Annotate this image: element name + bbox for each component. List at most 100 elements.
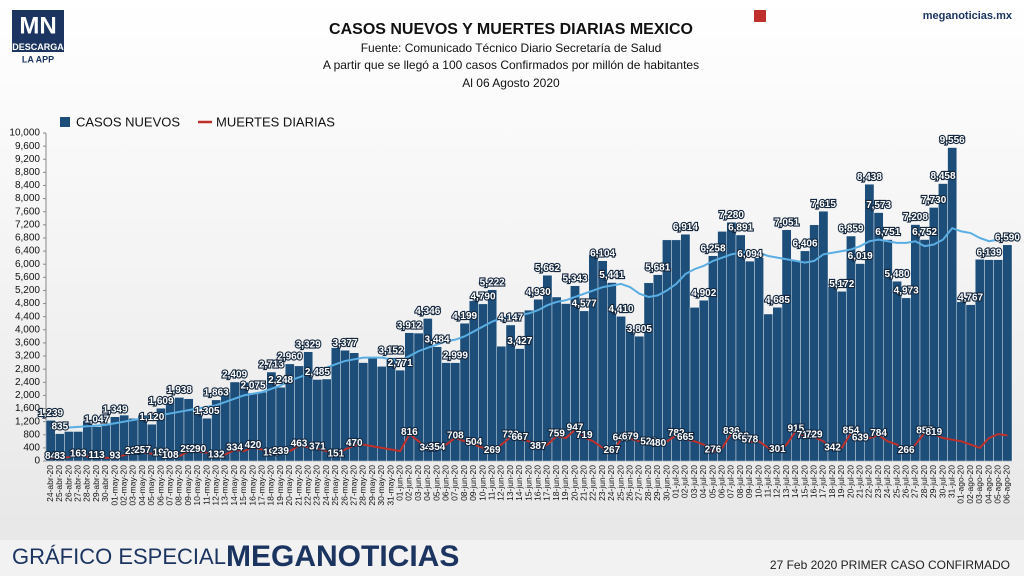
x-tick-label: 10-jun-20: [477, 465, 487, 501]
x-tick-label: 29-jun-20: [652, 465, 662, 501]
download: DESCARGA: [12, 42, 64, 52]
y-tick-label: 2,800: [15, 364, 40, 375]
download-box: [12, 42, 64, 52]
bar: [873, 212, 884, 462]
data-label: 236: [125, 446, 142, 457]
data-label: 239: [272, 446, 289, 457]
x-tick-label: 29-abr-20: [91, 465, 101, 502]
data-label: 668: [732, 432, 749, 443]
x-tick-label: 05-jul-20: [707, 465, 717, 498]
bar: [1002, 244, 1013, 462]
x-tick-label: 07-jun-20: [450, 465, 460, 501]
bar: [450, 362, 461, 462]
x-tick-label: 05-may-20: [146, 465, 156, 506]
x-tick-label: 25-jul-20: [891, 465, 901, 498]
footer-brand: MEGANOTICIAS: [226, 540, 459, 573]
x-tick-label: 30-abr-20: [100, 465, 110, 502]
data-label: 290: [189, 444, 206, 455]
data-label: 371: [309, 441, 326, 452]
data-label: 504: [465, 437, 482, 448]
x-tick-label: 16-jun-20: [532, 465, 542, 501]
x-tick-label: 22-jun-20: [588, 465, 598, 501]
bar: [699, 300, 709, 462]
x-tick-label: 25-jun-20: [615, 465, 625, 501]
x-tick-label: 28-jun-20: [643, 465, 653, 501]
bar: [984, 259, 994, 462]
data-label: 665: [677, 432, 694, 443]
bar: [901, 297, 911, 462]
y-tick-label: 6,400: [15, 246, 40, 257]
data-label: 163: [70, 448, 87, 459]
y-tick-label: 5,200: [15, 285, 40, 296]
y-tick-label: 4,400: [15, 311, 40, 322]
x-tick-label: 30-may-20: [376, 465, 386, 506]
x-tick-label: 27-jun-20: [634, 465, 644, 501]
bar: [515, 348, 525, 462]
data-label: 6,019: [848, 251, 873, 262]
data-label: 857: [916, 426, 933, 437]
x-tick-label: 24-may-20: [321, 465, 331, 506]
data-label: 5,222: [480, 277, 505, 288]
bar: [975, 259, 985, 462]
data-label: 6,590: [995, 232, 1020, 243]
x-tick-label: 18-jun-20: [551, 465, 561, 501]
data-label: 4,346: [415, 306, 440, 317]
data-label: 266: [898, 445, 915, 456]
data-label: 679: [622, 431, 639, 442]
data-label: 6,752: [912, 227, 937, 238]
bar: [763, 313, 773, 462]
data-label: 1,120: [139, 412, 164, 423]
x-tick-label: 26-may-20: [339, 465, 349, 506]
data-label: 8,458: [930, 171, 955, 182]
x-tick-label: 13-jul-20: [781, 465, 791, 498]
x-tick-label: 10-jul-20: [753, 465, 763, 498]
data-label: 190: [263, 447, 280, 458]
data-label: 6,891: [728, 223, 753, 234]
x-tick-label: 04-jul-20: [698, 465, 708, 498]
data-label: 463: [291, 438, 308, 449]
data-label: 2,485: [305, 367, 330, 378]
data-label: 523: [640, 436, 657, 447]
data-label: 3,805: [627, 324, 652, 335]
data-label: 7,573: [866, 200, 891, 211]
x-tick-label: 23-may-20: [312, 465, 322, 506]
data-label: 4,973: [894, 286, 919, 297]
data-label: 578: [741, 435, 758, 446]
x-tick-label: 09-jul-20: [744, 465, 754, 498]
bar: [754, 257, 764, 462]
x-tick-label: 28-abr-20: [82, 465, 92, 502]
x-tick-label: 26-jun-20: [624, 465, 634, 501]
data-label: 5,441: [599, 270, 624, 281]
data-label: 6,406: [792, 239, 817, 250]
x-tick-label: 03-jun-20: [413, 465, 423, 501]
data-label: 5,172: [829, 279, 854, 290]
data-label: 2,409: [222, 370, 247, 381]
x-tick-label: 05-ago-20: [992, 465, 1002, 504]
x-tick-label: 11-may-20: [201, 465, 211, 505]
data-label: 3,484: [424, 334, 449, 345]
site: meganoticias.mx: [923, 10, 1013, 22]
x-tick-label: 03-jul-20: [689, 465, 699, 498]
legend-label: MUERTES DIARIAS: [216, 114, 335, 129]
bar: [395, 369, 406, 462]
x-tick-label: 30-jul-20: [937, 465, 947, 498]
x-tick-label: 20-jul-20: [845, 465, 855, 498]
y-tick-label: 800: [23, 429, 40, 440]
data-label: 1,305: [194, 406, 219, 417]
data-label: 1,938: [167, 385, 192, 396]
bar: [487, 289, 498, 462]
data-label: 6,859: [838, 224, 863, 235]
x-tick-label: 29-jul-20: [928, 465, 938, 498]
x-tick-label: 11-jun-20: [486, 465, 496, 501]
legend-swatch: [60, 117, 70, 127]
data-label: 301: [769, 444, 786, 455]
x-tick-label: 27-may-20: [348, 465, 358, 506]
data-label: 269: [484, 445, 501, 456]
x-tick-label: 31-jul-20: [946, 465, 956, 498]
data-label: 5,662: [535, 263, 560, 274]
x-tick-label: 27-abr-20: [72, 465, 82, 502]
data-label: 420: [245, 440, 262, 451]
y-tick-label: 3,600: [15, 338, 40, 349]
data-label: 2,713: [259, 360, 284, 371]
x-tick-label: 01-jul-20: [670, 465, 680, 498]
